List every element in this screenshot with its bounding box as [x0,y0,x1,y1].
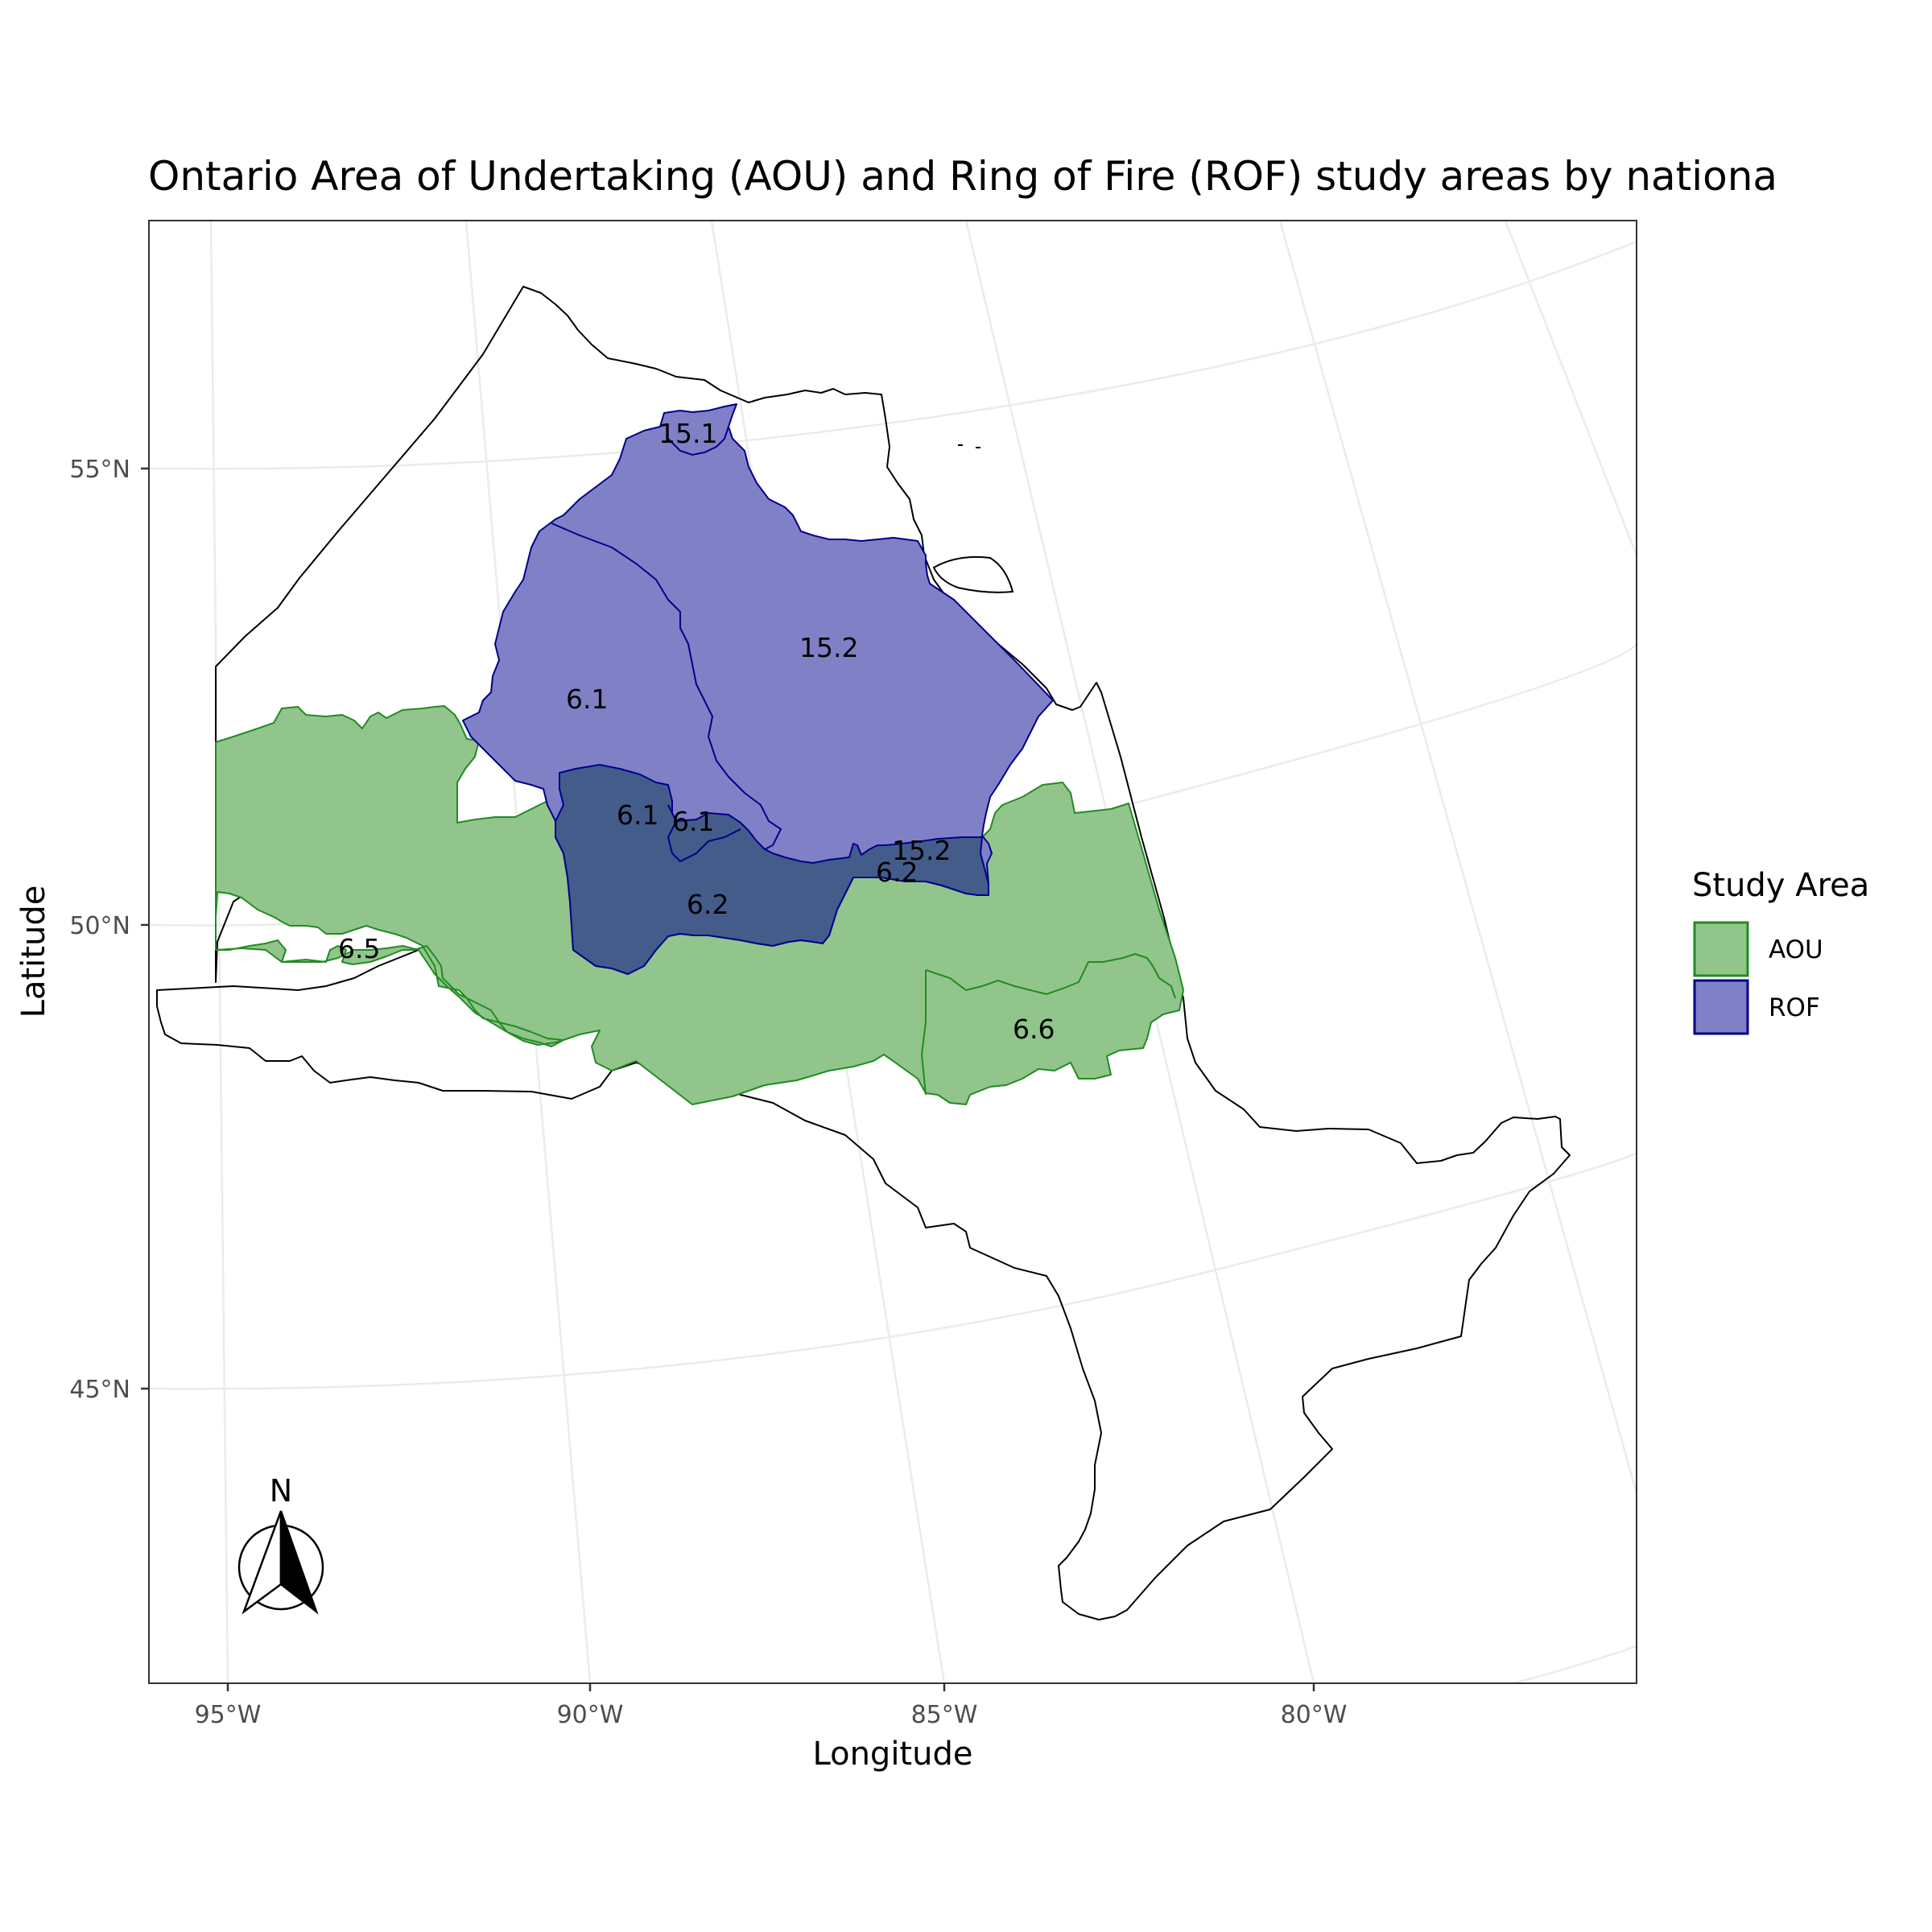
y-axis-label: Latitude [15,886,52,1018]
x-axis-label: Longitude [813,1736,973,1773]
x-tick-90w: 90°W [557,1701,624,1729]
graticule-55n [149,240,1637,470]
y-tick-45n: 45°N [69,1376,130,1404]
graticule-45n [149,1147,1637,1390]
legend-item-rof: ROF [1693,979,1820,1035]
overlap-area [555,764,989,975]
graticule-extra-a [1513,1645,1637,1683]
graticule-70w [1504,221,1637,556]
rof-boundary-overlap-inner [667,804,741,863]
legend-swatch-aou [1693,921,1749,977]
legend-label-rof: ROF [1769,993,1820,1022]
rof-boundary-west [551,522,782,850]
aou-ecozone-6-6-boundary [920,952,1176,1096]
graticule-75w [1278,221,1637,1494]
north-arrow: N [237,1473,324,1615]
legend: Study Area AOU ROF [1692,867,1869,1035]
label-overlap-6-1-a: 6.1 [617,799,658,831]
legend-item-aou: AOU [1693,921,1823,977]
label-rof-6-1-west: 6.1 [566,683,608,715]
label-overlap-6-2-east: 6.2 [876,857,918,888]
y-tick-55n: 55°N [69,456,130,484]
rof-boundary-15-1 [667,426,729,456]
map-title: Ontario Area of Undertaking (AOU) and Ri… [148,153,1777,200]
y-axis: 55°N 50°N 45°N Latitude [15,456,149,1404]
legend-label-aou: AOU [1769,935,1823,964]
north-arrow-right-half [279,1510,319,1615]
panel-border [148,220,1637,1684]
y-tick-50n: 50°N [69,912,130,940]
label-rof-15-2-north: 15.2 [799,632,858,663]
x-tick-80w: 80°W [1281,1701,1348,1729]
label-overlap-15-2: 15.2 [892,835,951,866]
rof-ecozone-boundaries [551,426,782,863]
label-rof-15-1: 15.1 [658,418,717,449]
x-axis: 95°W 90°W 85°W 80°W Longitude [195,1683,1348,1773]
small-islet [958,444,980,448]
label-aou-6-5: 6.5 [338,933,380,964]
x-tick-85w: 85°W [911,1701,978,1729]
graticule-95w [209,221,229,1683]
label-overlap-6-2-south: 6.2 [687,889,729,920]
label-aou-6-6: 6.6 [1013,1013,1055,1045]
legend-swatch-rof [1693,979,1749,1035]
x-tick-95w: 95°W [195,1701,262,1729]
label-overlap-6-1-b: 6.1 [672,806,714,837]
region-labels: 15.1 15.2 6.1 6.1 6.1 15.2 6.2 6.2 6.5 6… [338,418,1055,1045]
legend-title: Study Area [1692,867,1869,904]
akimiski-island [932,555,1014,593]
ontario-boundary [156,286,1571,1620]
north-arrow-label: N [270,1473,292,1509]
map-panel [148,220,1637,1684]
